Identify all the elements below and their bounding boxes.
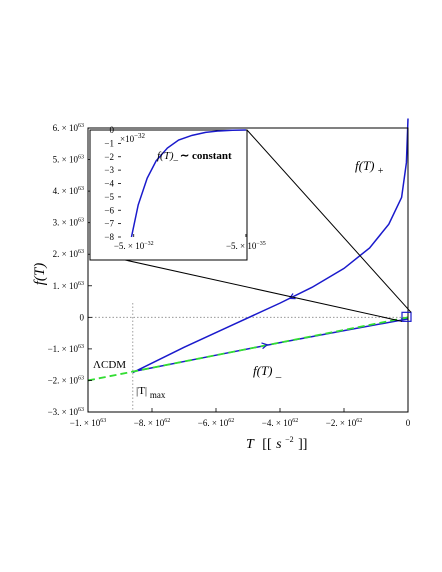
fminus-label: f(T) _: [253, 363, 282, 379]
grid-layer: [88, 303, 408, 412]
inset-y-tick-label-7: −7: [104, 219, 114, 229]
y-tick-label-6: 0: [80, 312, 85, 322]
plot-frame: [87, 127, 409, 413]
inset-layer: 0 −1 −2 −3 −4 −5 −6 −7 −8−5. × 10−32 −5. × 10−35 ×…: [89, 125, 412, 322]
y-tick-label-4: 2. × 1063: [53, 249, 84, 259]
y-tick-label-2: 4. × 1063: [53, 186, 84, 196]
x-axis-unit-open: [[: [262, 437, 272, 452]
y-tick-label-1: 5. × 1063: [53, 155, 84, 165]
inset-y-tick-label-2: −2: [104, 152, 114, 162]
inset-connector-bottom: [124, 259, 403, 322]
fplus-label-sub: +: [378, 166, 384, 177]
frame-layer: [87, 127, 412, 413]
inset-y-tick-label-1: −1: [104, 138, 114, 148]
y-tick-label-5: 1. × 1063: [53, 281, 84, 291]
inset-x-tick-label-1: −5. × 10−35: [226, 241, 266, 251]
x-axis-unit-close: ]]: [298, 437, 307, 452]
inset-label: f(T)_ ∼ constant: [157, 150, 232, 162]
x-tick-label-0: −1. × 1063: [70, 418, 106, 428]
tmax-label-sub: max: [150, 390, 166, 400]
inset-multiplier: ×10−32: [120, 132, 146, 144]
x-axis-label-main: T: [246, 437, 255, 452]
y-tick-label-7: −1. × 1063: [48, 344, 84, 354]
x-tick-label-5: 0: [406, 418, 411, 428]
direction-arrow-0: [288, 293, 296, 300]
y-tick-label-0: 6. × 1063: [53, 123, 84, 133]
inset-x-tick-label-0: −5. × 10−32: [114, 241, 154, 251]
inset-y-tick-label-4: −4: [104, 179, 114, 189]
inset-y-tick-label-3: −3: [104, 165, 114, 175]
inset-series-line: [130, 129, 247, 238]
fminus-label-main: f(T): [253, 363, 273, 378]
x-axis-label: T [[ s −2 ]]: [246, 431, 307, 452]
inset-y-tick-label-5: −5: [104, 192, 114, 202]
inset-y-tick-label-8: −8: [104, 232, 114, 242]
y-tick-label-3: 3. × 1063: [53, 218, 84, 228]
tmax-label-main: |T|: [136, 385, 147, 397]
x-tick-label-1: −8. × 1062: [134, 418, 170, 428]
inset-y-tick-label-6: −6: [104, 205, 114, 215]
fplus-label-main: f(T): [355, 158, 375, 173]
zoom-region-box: [401, 311, 412, 322]
y-tick-label-9: −3. × 1063: [48, 407, 84, 417]
annotation-layer: f(T) T [[ s −2 ]] f(T) + f(T) _ ΛCDM |T|…: [32, 158, 384, 452]
fplus-label: f(T) +: [355, 158, 384, 177]
direction-arrow-1: [261, 342, 269, 350]
x-axis-unit-base: s: [276, 437, 282, 452]
inset-y-tick-label-0: 0: [110, 125, 115, 135]
inset-frame: [89, 129, 248, 261]
lcdm-label: ΛCDM: [93, 359, 126, 371]
tmax-label: |T| max: [136, 385, 166, 400]
y-axis-label: f(T): [32, 263, 48, 286]
x-tick-label-2: −6. × 1062: [198, 418, 234, 428]
x-tick-label-4: −2. × 1062: [326, 418, 362, 428]
x-axis-unit-exp: −2: [285, 435, 294, 444]
inset-connector-top: [246, 129, 412, 313]
series-layer: [87, 118, 409, 382]
series-line-0: [132, 118, 409, 374]
x-tick-label-3: −4. × 1062: [262, 418, 298, 428]
fminus-label-sub: _: [275, 367, 282, 379]
y-tick-label-8: −2. × 1063: [48, 375, 84, 385]
